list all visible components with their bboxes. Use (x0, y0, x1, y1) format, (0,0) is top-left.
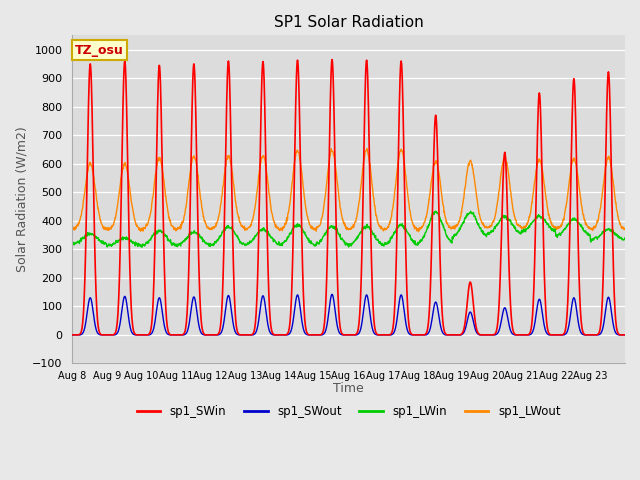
X-axis label: Time: Time (333, 383, 364, 396)
Legend: sp1_SWin, sp1_SWout, sp1_LWin, sp1_LWout: sp1_SWin, sp1_SWout, sp1_LWin, sp1_LWout (132, 401, 565, 423)
Text: TZ_osu: TZ_osu (75, 44, 124, 57)
Title: SP1 Solar Radiation: SP1 Solar Radiation (274, 15, 424, 30)
Y-axis label: Solar Radiation (W/m2): Solar Radiation (W/m2) (15, 127, 28, 272)
